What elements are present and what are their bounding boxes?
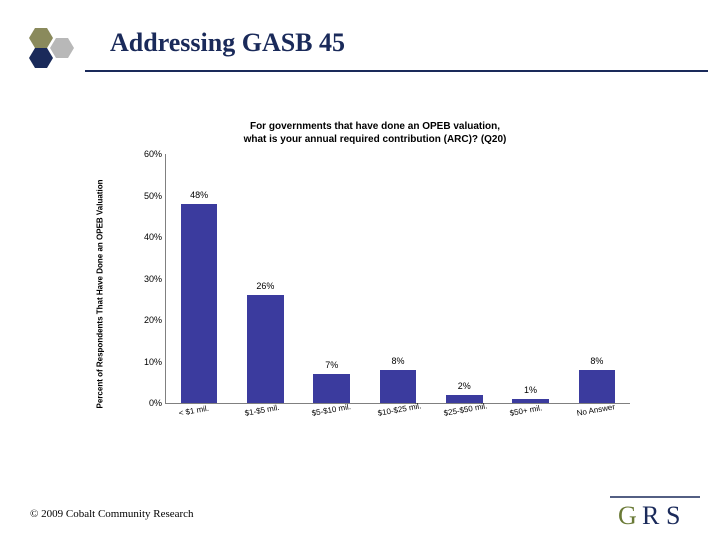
- svg-text:S: S: [666, 501, 680, 530]
- bar-value-label: 1%: [512, 385, 548, 395]
- bar: 48%: [181, 204, 217, 403]
- bar: 7%: [313, 374, 349, 403]
- x-tick-label: $10-$25 mil.: [377, 401, 422, 418]
- grs-logo: G R S: [610, 494, 700, 530]
- chart-title: For governments that have done an OPEB v…: [110, 120, 640, 146]
- bar-value-label: 8%: [380, 356, 416, 366]
- chart-container: For governments that have done an OPEB v…: [110, 120, 640, 450]
- x-tick-label: $50+ mil.: [509, 403, 543, 418]
- y-tick: 40%: [136, 232, 162, 242]
- x-tick-label: $25-$50 mil.: [443, 401, 488, 418]
- bar-value-label: 2%: [446, 381, 482, 391]
- chart-title-line1: For governments that have done an OPEB v…: [250, 121, 500, 132]
- x-tick-label: < $1 mil.: [178, 404, 210, 418]
- footer-copyright: © 2009 Cobalt Community Research: [30, 508, 194, 520]
- page-title: Addressing GASB 45: [110, 28, 345, 58]
- bar: 26%: [247, 295, 283, 403]
- y-tick: 20%: [136, 315, 162, 325]
- bar: 8%: [579, 370, 615, 403]
- bar: 8%: [380, 370, 416, 403]
- x-tick-label: No Answer: [576, 402, 616, 418]
- y-tick: 50%: [136, 191, 162, 201]
- svg-text:G: G: [618, 501, 637, 530]
- title-rule: [85, 70, 708, 72]
- x-tick-label: $1-$5 mil.: [244, 403, 280, 418]
- hex-logo: [18, 24, 88, 80]
- bar: 1%: [512, 399, 548, 403]
- y-tick: 60%: [136, 149, 162, 159]
- y-axis-label: Percent of Respondents That Have Done an…: [96, 180, 105, 409]
- plot-area: 0%10%20%30%40%50%60%48%< $1 mil.26%$1-$5…: [165, 154, 630, 404]
- plot-wrap: Percent of Respondents That Have Done an…: [110, 154, 640, 434]
- bar-value-label: 7%: [313, 360, 349, 370]
- bar-value-label: 8%: [579, 356, 615, 366]
- y-tick: 30%: [136, 274, 162, 284]
- bar: 2%: [446, 395, 482, 403]
- chart-title-line2: what is your annual required contributio…: [244, 134, 507, 145]
- y-tick: 10%: [136, 357, 162, 367]
- bar-value-label: 26%: [247, 281, 283, 291]
- bar-value-label: 48%: [181, 190, 217, 200]
- y-tick: 0%: [136, 398, 162, 408]
- x-tick-label: $5-$10 mil.: [311, 402, 352, 418]
- svg-text:R: R: [642, 501, 660, 530]
